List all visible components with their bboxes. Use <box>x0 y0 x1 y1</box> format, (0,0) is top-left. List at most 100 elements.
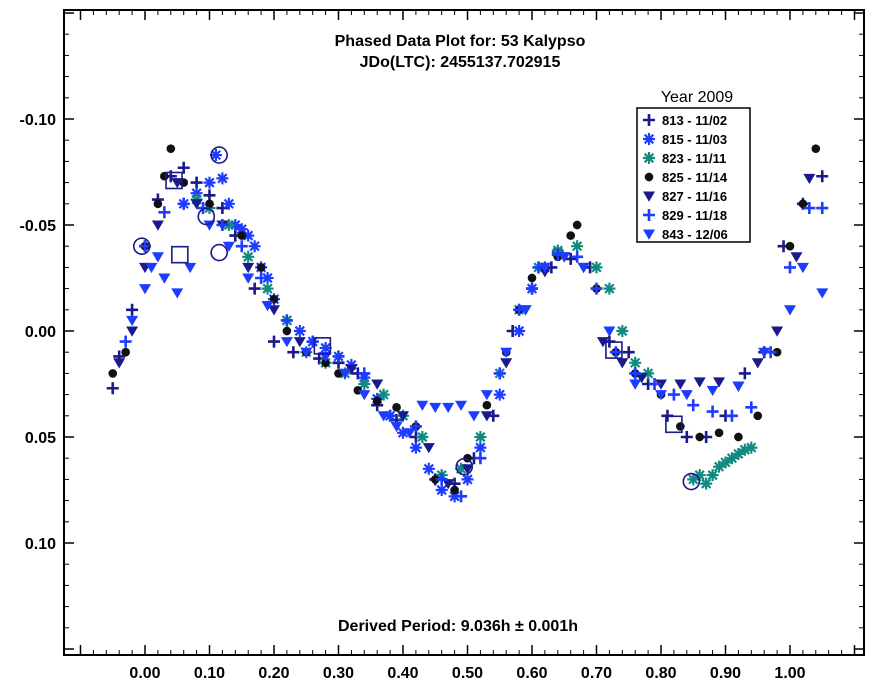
data-point <box>429 402 442 414</box>
data-point <box>558 252 571 263</box>
data-point <box>713 377 726 388</box>
data-point <box>222 241 235 252</box>
data-point <box>300 347 313 358</box>
data-point <box>282 326 292 336</box>
data-point <box>255 272 268 284</box>
data-point <box>596 337 609 348</box>
data-point <box>166 144 176 153</box>
data-point <box>772 347 782 357</box>
data-point <box>409 420 422 433</box>
data-point <box>571 250 584 263</box>
legend-label: 815 - 11/03 <box>662 132 727 147</box>
data-point <box>108 369 118 378</box>
data-point <box>609 346 622 359</box>
data-point <box>268 305 280 316</box>
y-tick-label: 0.00 <box>25 324 56 341</box>
data-point <box>695 432 705 442</box>
annotation-circle <box>210 146 228 164</box>
data-point <box>121 347 130 357</box>
data-point <box>158 273 171 284</box>
data-point <box>430 475 440 484</box>
data-point <box>572 220 582 230</box>
data-point <box>455 400 468 411</box>
annotation-circle <box>210 243 228 262</box>
data-point <box>113 358 126 369</box>
data-point <box>235 240 248 253</box>
data-point <box>474 452 487 465</box>
data-point <box>435 473 448 486</box>
data-point <box>450 485 459 495</box>
legend-marker <box>643 152 655 164</box>
y-tick-label: 0.05 <box>25 430 56 447</box>
data-point <box>126 303 139 316</box>
data-point <box>526 282 538 295</box>
x-tick-label: 0.10 <box>194 665 225 682</box>
data-point <box>319 341 332 354</box>
data-point <box>171 178 184 189</box>
annotation-markers <box>132 146 701 491</box>
data-point <box>442 402 455 414</box>
data-point <box>119 335 132 348</box>
x-tick-label: 0.60 <box>516 665 547 682</box>
data-point <box>248 240 261 253</box>
chart-subtitle: JDo(LTC): 2455137.702915 <box>360 54 561 71</box>
data-point <box>397 411 409 422</box>
legend-items: 813 - 11/02 815 - 11/03 823 - 11/11 825 - 1… <box>643 113 728 242</box>
data-point <box>629 367 642 380</box>
legend-box <box>636 107 751 243</box>
data-point <box>216 172 229 185</box>
data-point <box>261 301 274 312</box>
series-6 <box>126 220 829 439</box>
data-point <box>753 411 763 421</box>
data-point <box>758 347 771 358</box>
data-point <box>771 326 784 337</box>
x-axis-tick-labels: 0.00 0.10 0.20 0.30 0.40 0.50 0.60 0.70 0.80 0.90… <box>129 665 805 682</box>
data-point <box>603 326 616 337</box>
data-point <box>442 479 455 490</box>
data-point <box>674 379 687 390</box>
axis-ticks <box>64 10 864 655</box>
data-point <box>390 421 403 433</box>
derived-period-label: Derived Period: 9.036h ± 0.001h <box>338 618 578 635</box>
legend-title: Year 2009 <box>661 89 733 106</box>
legend: Year 2009 813 - 11/02 815 - 11/03 823 - 11… <box>636 89 751 243</box>
data-point <box>590 282 603 295</box>
data-point <box>676 422 685 431</box>
data-point <box>248 282 261 295</box>
data-point <box>648 378 661 390</box>
data-point <box>293 337 306 348</box>
data-point <box>409 441 422 454</box>
data-point <box>571 240 584 253</box>
data-point <box>680 390 693 401</box>
annotation-square <box>665 415 683 434</box>
data-point <box>216 202 229 215</box>
data-point <box>577 262 590 274</box>
data-point <box>790 252 803 263</box>
data-point <box>358 378 371 390</box>
data-point <box>680 431 693 443</box>
data-point <box>798 199 808 209</box>
data-point <box>590 261 603 274</box>
legend-marker <box>643 133 655 145</box>
data-point <box>403 428 416 439</box>
data-point <box>139 284 151 295</box>
data-point <box>751 358 764 369</box>
annotation-square <box>171 245 189 264</box>
data-point <box>293 325 306 337</box>
annotation-circle <box>455 457 474 476</box>
data-point <box>222 197 235 210</box>
data-point <box>358 390 371 401</box>
data-point <box>538 262 551 274</box>
plot-frame <box>63 9 865 656</box>
data-point <box>256 263 266 272</box>
data-point <box>177 161 190 174</box>
data-point <box>455 490 468 503</box>
data-point <box>467 411 480 422</box>
data-point <box>371 379 384 390</box>
data-point <box>738 367 751 380</box>
data-point <box>803 173 816 185</box>
data-point <box>332 350 345 363</box>
data-point <box>280 337 293 348</box>
data-point <box>693 377 706 388</box>
y-tick-label: -0.05 <box>20 218 57 235</box>
